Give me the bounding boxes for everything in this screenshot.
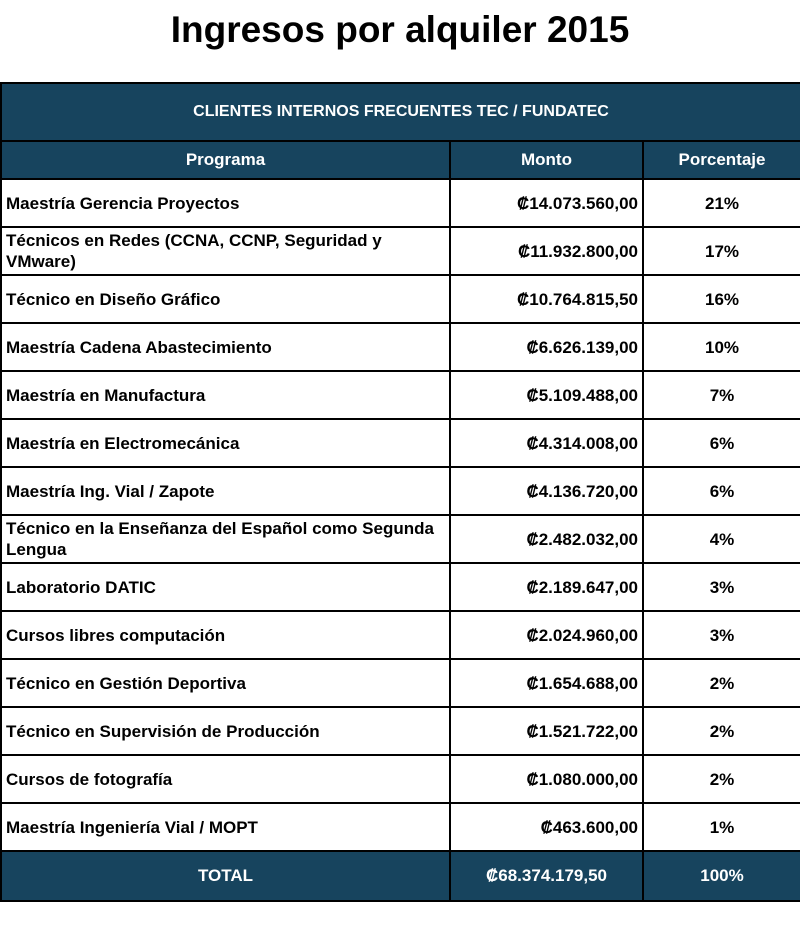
percent-cell: 3% <box>642 562 800 612</box>
table-row: Técnico en Supervisión de Producción ₡1.… <box>0 706 800 756</box>
header-percent: Porcentaje <box>642 140 800 180</box>
amount-cell: ₡1.080.000,00 <box>449 754 644 804</box>
program-cell: Técnico en Gestión Deportiva <box>0 658 451 708</box>
table-row: Maestría Gerencia Proyectos ₡14.073.560,… <box>0 178 800 228</box>
percent-cell: 7% <box>642 370 800 420</box>
amount-cell: ₡463.600,00 <box>449 802 644 852</box>
amount-cell: ₡10.764.815,50 <box>449 274 644 324</box>
percent-cell: 17% <box>642 226 800 276</box>
percent-cell: 21% <box>642 178 800 228</box>
total-amount: ₡68.374.179,50 <box>449 850 644 902</box>
table-row: Técnico en Gestión Deportiva ₡1.654.688,… <box>0 658 800 708</box>
section-title: CLIENTES INTERNOS FRECUENTES TEC / FUNDA… <box>0 82 800 142</box>
amount-cell: ₡4.136.720,00 <box>449 466 644 516</box>
percent-cell: 2% <box>642 754 800 804</box>
page-title: Ingresos por alquiler 2015 <box>170 9 630 50</box>
percent-cell: 16% <box>642 274 800 324</box>
percent-cell: 6% <box>642 418 800 468</box>
program-cell: Maestría Cadena Abastecimiento <box>0 322 451 372</box>
total-percent: 100% <box>642 850 800 902</box>
program-cell: Técnicos en Redes (CCNA, CCNP, Seguridad… <box>0 226 451 276</box>
program-cell: Maestría Ingeniería Vial / MOPT <box>0 802 451 852</box>
total-label: TOTAL <box>0 850 451 902</box>
table-row: Cursos de fotografía ₡1.080.000,00 2% <box>0 754 800 804</box>
percent-cell: 2% <box>642 658 800 708</box>
header-program: Programa <box>0 140 451 180</box>
income-table: CLIENTES INTERNOS FRECUENTES TEC / FUNDA… <box>0 82 800 902</box>
percent-cell: 3% <box>642 610 800 660</box>
program-cell: Técnico en Supervisión de Producción <box>0 706 451 756</box>
section-title-row: CLIENTES INTERNOS FRECUENTES TEC / FUNDA… <box>0 82 800 142</box>
program-cell: Técnico en la Enseñanza del Español como… <box>0 514 451 564</box>
percent-cell: 6% <box>642 466 800 516</box>
program-cell: Maestría en Electromecánica <box>0 418 451 468</box>
table-row: Maestría Cadena Abastecimiento ₡6.626.13… <box>0 322 800 372</box>
header-amount: Monto <box>449 140 644 180</box>
table-row: Maestría en Electromecánica ₡4.314.008,0… <box>0 418 800 468</box>
amount-cell: ₡2.024.960,00 <box>449 610 644 660</box>
program-cell: Maestría Ing. Vial / Zapote <box>0 466 451 516</box>
amount-cell: ₡4.314.008,00 <box>449 418 644 468</box>
percent-cell: 1% <box>642 802 800 852</box>
percent-cell: 4% <box>642 514 800 564</box>
amount-cell: ₡1.654.688,00 <box>449 658 644 708</box>
table-row: Cursos libres computación ₡2.024.960,00 … <box>0 610 800 660</box>
amount-cell: ₡11.932.800,00 <box>449 226 644 276</box>
program-cell: Técnico en Diseño Gráfico <box>0 274 451 324</box>
amount-cell: ₡14.073.560,00 <box>449 178 644 228</box>
table-row: Maestría Ing. Vial / Zapote ₡4.136.720,0… <box>0 466 800 516</box>
program-cell: Maestría Gerencia Proyectos <box>0 178 451 228</box>
program-cell: Maestría en Manufactura <box>0 370 451 420</box>
table-row: Técnicos en Redes (CCNA, CCNP, Seguridad… <box>0 226 800 276</box>
total-row: TOTAL ₡68.374.179,50 100% <box>0 850 800 902</box>
percent-cell: 2% <box>642 706 800 756</box>
amount-cell: ₡1.521.722,00 <box>449 706 644 756</box>
amount-cell: ₡6.626.139,00 <box>449 322 644 372</box>
table-row: Técnico en la Enseñanza del Español como… <box>0 514 800 564</box>
percent-cell: 10% <box>642 322 800 372</box>
amount-cell: ₡5.109.488,00 <box>449 370 644 420</box>
amount-cell: ₡2.482.032,00 <box>449 514 644 564</box>
column-header-row: Programa Monto Porcentaje <box>0 140 800 180</box>
program-cell: Laboratorio DATIC <box>0 562 451 612</box>
table-row: Laboratorio DATIC ₡2.189.647,00 3% <box>0 562 800 612</box>
amount-cell: ₡2.189.647,00 <box>449 562 644 612</box>
table-row: Maestría en Manufactura ₡5.109.488,00 7% <box>0 370 800 420</box>
program-cell: Cursos libres computación <box>0 610 451 660</box>
table-row: Técnico en Diseño Gráfico ₡10.764.815,50… <box>0 274 800 324</box>
program-cell: Cursos de fotografía <box>0 754 451 804</box>
table-row: Maestría Ingeniería Vial / MOPT ₡463.600… <box>0 802 800 852</box>
